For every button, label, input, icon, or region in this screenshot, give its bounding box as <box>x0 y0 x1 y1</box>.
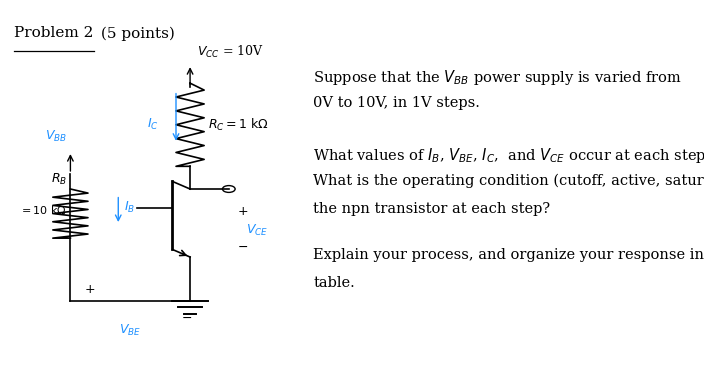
Text: $V_{BB}$: $V_{BB}$ <box>45 129 67 144</box>
Text: $= 10\ \mathrm{k\Omega}$: $= 10\ \mathrm{k\Omega}$ <box>19 204 67 216</box>
Text: $R_C = 1\ \mathrm{k\Omega}$: $R_C = 1\ \mathrm{k\Omega}$ <box>208 117 268 133</box>
Text: table.: table. <box>313 276 355 290</box>
Text: 0V to 10V, in 1V steps.: 0V to 10V, in 1V steps. <box>313 96 480 110</box>
Text: What is the operating condition (cutoff, active, saturation) of: What is the operating condition (cutoff,… <box>313 174 704 188</box>
Text: Explain your process, and organize your response in a clear: Explain your process, and organize your … <box>313 248 704 262</box>
Text: −: − <box>237 241 248 254</box>
Text: $V_{CE}$: $V_{CE}$ <box>246 223 269 238</box>
Text: −: − <box>182 312 191 325</box>
Text: Suppose that the $V_{BB}$ power supply is varied from: Suppose that the $V_{BB}$ power supply i… <box>313 68 682 87</box>
Text: (5 points): (5 points) <box>96 26 175 41</box>
Text: the npn transistor at each step?: the npn transistor at each step? <box>313 202 551 216</box>
Text: $V_{BE}$: $V_{BE}$ <box>119 323 142 338</box>
Text: $V_{CC}$ = 10V: $V_{CC}$ = 10V <box>197 44 264 60</box>
Text: +: + <box>84 283 95 296</box>
Text: $R_B$: $R_B$ <box>51 172 67 187</box>
Text: +: + <box>237 205 248 218</box>
Text: Problem 2: Problem 2 <box>14 26 94 40</box>
Text: $I_B$: $I_B$ <box>124 200 135 215</box>
Text: $I_C$: $I_C$ <box>146 117 158 132</box>
Text: What values of $I_B$, $V_{BE}$, $I_C$,  and $V_{CE}$ occur at each step?: What values of $I_B$, $V_{BE}$, $I_C$, a… <box>313 146 704 164</box>
